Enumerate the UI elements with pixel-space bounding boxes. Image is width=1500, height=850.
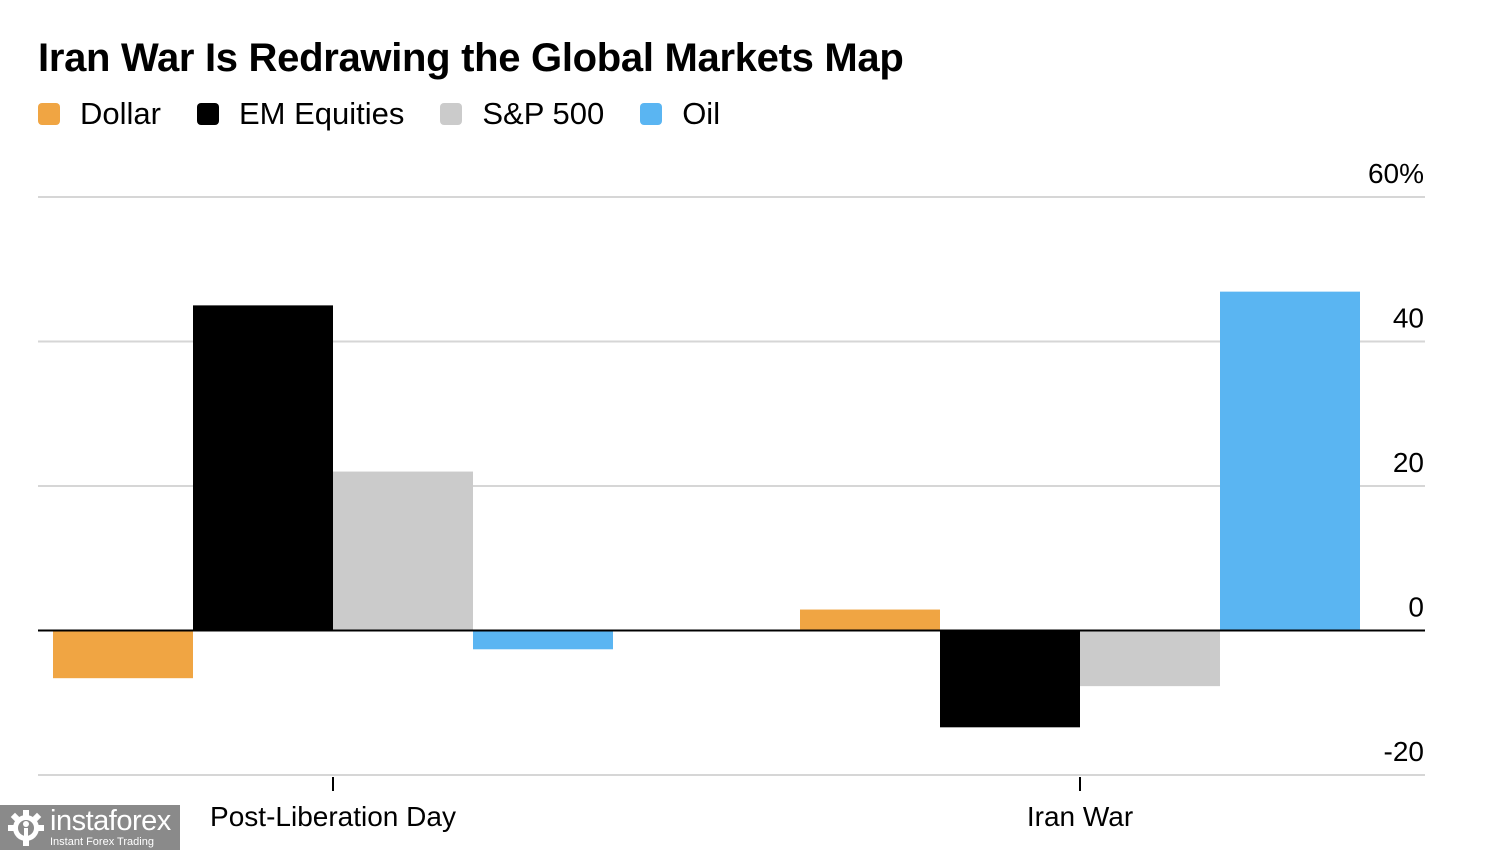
bar — [333, 471, 473, 631]
bar — [1080, 630, 1220, 687]
bar — [1220, 291, 1360, 631]
x-tick-label: Iran War — [1027, 801, 1133, 832]
gear-person-icon — [8, 809, 44, 846]
bar — [473, 630, 613, 650]
legend-swatch-oil — [640, 103, 663, 125]
legend-item-sp500: S&P 500 — [440, 96, 604, 132]
watermark-logo: instaforex Instant Forex Trading — [0, 805, 180, 850]
legend-item-dollar: Dollar — [38, 96, 161, 132]
legend-label-em-equities: EM Equities — [238, 96, 405, 131]
legend-item-oil: Oil — [640, 96, 720, 132]
x-tick-label: Post-Liberation Day — [210, 801, 456, 832]
chart-title: Iran War Is Redrawing the Global Markets… — [38, 36, 904, 80]
y-tick-label: 20 — [1393, 447, 1424, 478]
legend-swatch-dollar — [38, 103, 60, 125]
legend: Dollar EM Equities S&P 500 Oil — [38, 96, 756, 132]
watermark-brand: instaforex — [50, 805, 171, 837]
x-axis-ticks: Post-Liberation Day Iran War — [210, 777, 1133, 832]
bar — [193, 305, 333, 631]
y-tick-label: 0 — [1408, 592, 1424, 623]
legend-item-em-equities: EM Equities — [196, 96, 405, 132]
y-tick-label: -20 — [1384, 736, 1424, 767]
y-axis-ticks: 60% 40 20 0 -20 — [1368, 158, 1424, 767]
legend-swatch-em-equities — [196, 103, 219, 125]
legend-label-dollar: Dollar — [80, 96, 161, 131]
watermark-tagline: Instant Forex Trading — [50, 836, 154, 848]
legend-label-sp500: S&P 500 — [482, 96, 605, 131]
y-tick-label: 40 — [1393, 303, 1424, 334]
bar — [940, 630, 1080, 728]
bar — [53, 630, 193, 679]
bars — [53, 291, 1360, 728]
y-tick-label: 60% — [1368, 158, 1424, 189]
bar — [800, 609, 940, 631]
legend-label-oil: Oil — [682, 96, 721, 131]
legend-swatch-sp500 — [440, 103, 463, 125]
